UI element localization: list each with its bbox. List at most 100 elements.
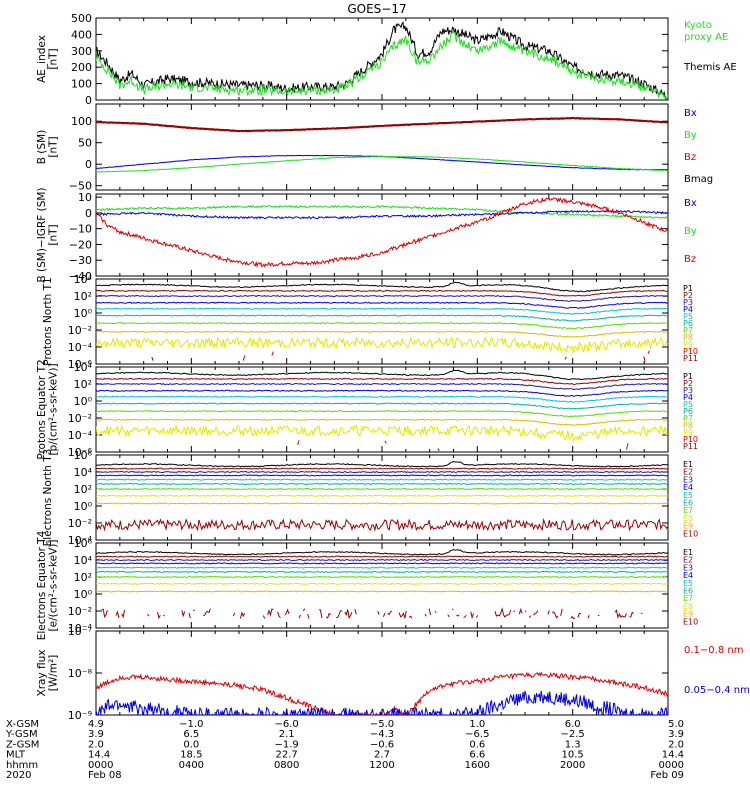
y-tick-label: 10⁻² [68,605,92,618]
series-kyoto-proxy-ae [96,31,668,100]
channel-line-p2 [96,289,668,297]
panel-bdiff: 10 0 −10 −20 −30 −40 B (SM)−IGRF (SM)[nT] Bx By B… [36,187,697,283]
y-tick-label: 500 [71,12,92,25]
channel-line-p1 [96,369,668,381]
legend-e7: E7 [683,506,693,515]
x-axis-value: 1.0 [469,719,485,730]
legend-e3: E3 [683,563,693,572]
legend-p6: P6 [683,319,693,328]
legend-e2: E2 [683,468,693,477]
channel-line-p3 [96,294,668,302]
y-tick-label: −40 [69,270,92,283]
y-axis-label: Xray flux[W/m²] [36,650,60,697]
channel-line-e10 [518,608,523,615]
legend-proxy-ae: proxy AE [684,32,728,43]
channel-line-e10 [101,608,108,619]
x-axis-value: 18.5 [180,750,202,761]
series-bmag [96,117,668,132]
channel-line-p4 [96,301,668,309]
channel-line-e10 [494,607,512,618]
x-axis-value: 1600 [465,760,490,771]
x-axis-value: −1.0 [179,719,203,730]
channel-line-e10 [614,609,627,619]
y-tick-label: 10⁻⁴ [68,622,93,635]
legend-e10: E10 [683,617,698,626]
channel-line-p10 [384,440,387,444]
channel-line-e5 [96,478,668,481]
channel-line-e4 [96,562,668,565]
channel-line-e10 [336,610,343,619]
legend-p1: P1 [683,372,693,381]
legend-p3: P3 [683,298,693,307]
panel-e_t3: 10⁶ 10⁴ 10² 10⁰ 10⁻² 10⁻⁴ Electrons North T3 E1… [42,449,698,547]
legend-p2: P2 [683,379,693,388]
x-axis-row-label: MLT [6,750,26,761]
channel-line-p11 [151,356,154,361]
panel-e_t4: 10⁶ 10⁴ 10² 10⁰ 10⁻² 10⁻⁴ Electrons Equator T4… [36,530,698,640]
series-0-1-0-8-nm [96,671,668,715]
channel-line-e10 [354,609,357,615]
channel-line-e10 [424,614,427,617]
legend-p4: P4 [683,305,693,314]
x-axis-value: 6.5 [183,729,199,740]
x-axis-value: 1200 [369,760,394,771]
plot-area [96,116,668,173]
y-tick-label: 10⁻⁷ [68,625,92,638]
legend-e1: E1 [683,460,693,469]
x-axis-value: 3.9 [668,729,684,740]
series-bz [96,195,668,268]
x-axis-value: 0000 [659,760,684,771]
x-axis-value: 0000 [88,760,113,771]
y-tick-label: 0 [85,158,92,171]
x-axis-value: −6.5 [465,729,489,740]
legend-p11: P11 [683,354,698,363]
x-axis-row-label: hhmm [6,760,38,771]
x-axis-value: Feb 09 [650,770,684,781]
y-axis-label: AE_index[nT] [36,35,60,83]
channel-line-e10 [513,610,516,613]
channel-line-e10 [451,608,454,611]
x-axis-value: 22.7 [276,750,298,761]
legend-bz: Bz [684,152,696,163]
channel-line-e10 [533,610,539,616]
y-tick-label: 10⁰ [74,588,93,601]
legend-p7: P7 [683,326,693,335]
legend-e9: E9 [683,610,693,619]
channel-line-e10 [188,612,191,619]
y-axis-label: Electrons Equator T4[e/(cm²-s-sr-keV)] [36,530,60,640]
channel-line-e9 [96,502,668,505]
x-axis-value: 1.3 [565,739,581,750]
y-tick-label: 10² [74,571,92,584]
legend-p5: P5 [683,400,693,409]
x-axis-value: 2.1 [279,729,295,740]
channel-line-e1 [96,461,668,468]
channel-line-p2 [96,377,668,386]
legend-0-1-0-8-nm: 0.1−0.8 nm [684,645,743,656]
x-axis-value: −2.5 [561,729,585,740]
x-axis-value: 0400 [179,760,204,771]
legend-by: By [684,226,697,237]
channel-line-e6 [96,482,668,485]
legend-e9: E9 [683,522,693,531]
y-tick-label: 10⁻² [68,517,92,530]
legend-e6: E6 [683,587,693,596]
channel-line-p8 [96,330,668,338]
legend-p2: P2 [683,291,693,300]
channel-line-e10 [629,611,634,618]
legend-p6: P6 [683,407,693,416]
channel-line-e10 [447,614,450,618]
y-tick-label: −50 [69,180,92,193]
y-tick-label: 10⁰ [74,307,93,320]
y-tick-label: 100 [71,115,92,128]
channel-line-p5 [96,307,668,315]
plot-area [96,281,668,362]
x-axis-value: 3.9 [88,729,104,740]
legend-e10: E10 [683,529,698,538]
x-axis-row-label: X-GSM [6,719,39,730]
plot-area [96,21,668,100]
x-axis-row-label: Z-GSM [6,739,39,750]
series-by [96,204,668,219]
channel-line-e10 [307,613,310,619]
